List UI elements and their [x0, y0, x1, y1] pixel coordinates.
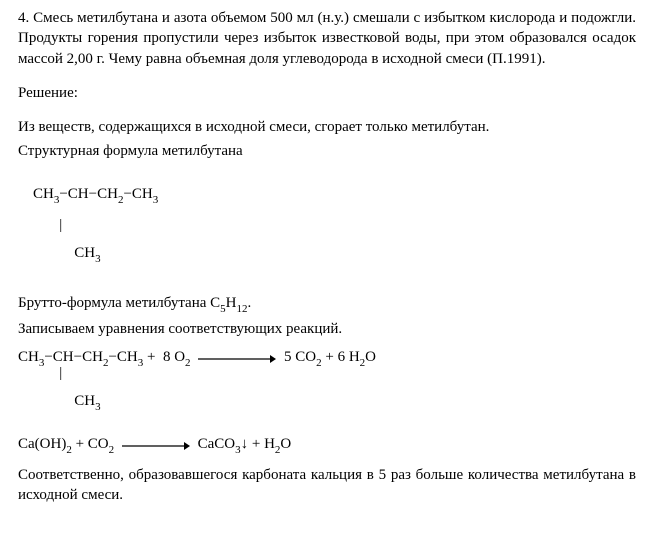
- brutto-sub: 5: [220, 303, 226, 315]
- rxn-sub: 2: [275, 444, 281, 456]
- rxn-sub: 3: [39, 357, 45, 369]
- solution-line-3: Записываем уравнения соответствующих реа…: [18, 319, 636, 339]
- rxn-seg: CH: [33, 393, 95, 409]
- struct-sub: 3: [95, 253, 101, 265]
- rxn-seg: −CH: [108, 349, 137, 365]
- struct-seg: CH: [33, 245, 95, 261]
- struct-sub: 3: [54, 194, 60, 206]
- conclusion: Соответственно, образовавшегося карбонат…: [18, 465, 636, 506]
- reaction-1: CH3−CH−CH2−CH3 + 8 O2 5 CO2 + 6 H2O | CH…: [18, 350, 636, 427]
- precipitate-arrow-icon: ↓: [241, 436, 249, 452]
- rxn-seg: −CH−CH: [44, 349, 103, 365]
- rxn-seg: [114, 436, 118, 452]
- rxn-seg: O: [280, 436, 291, 452]
- rxn-sub: 2: [109, 444, 115, 456]
- struct-sub: 3: [153, 194, 159, 206]
- rxn1-row2: CH3: [18, 379, 636, 427]
- rxn-sub: 2: [316, 357, 322, 369]
- rxn-sub: 2: [185, 357, 191, 369]
- rxn2-right: CaCO3↓ + H2O: [194, 437, 291, 455]
- solution-line-1: Из веществ, содержащихся в исходной смес…: [18, 117, 636, 137]
- rxn-seg: O: [365, 349, 376, 365]
- rxn-seg: 5 CO: [280, 349, 316, 365]
- structural-formula: CH3−CH−CH2−CH3 | CH3: [18, 172, 636, 279]
- rxn-sub: 3: [95, 401, 101, 413]
- rxn-seg: + CO: [72, 436, 109, 452]
- struct-row2: CH3: [18, 231, 636, 279]
- struct-seg: −CH: [123, 186, 152, 202]
- rxn1-right: 5 CO2 + 6 H2O: [280, 350, 376, 368]
- problem-text: Смесь метилбутана и азота объемом 500 мл…: [18, 10, 636, 67]
- brutto-line: Брутто-формула метилбутана C5H12.: [18, 293, 636, 316]
- rxn-seg: + 8 O: [143, 349, 185, 365]
- brutto-mid: H: [226, 295, 237, 311]
- rxn-seg: Ca(OH): [18, 436, 66, 452]
- reaction-2: Ca(OH)2 + CO2 CaCO3↓ + H2O: [18, 437, 636, 455]
- rxn-seg: CaCO: [194, 436, 235, 452]
- struct-seg: CH: [33, 186, 54, 202]
- solution-label: Решение:: [18, 83, 636, 103]
- brutto-suffix: .: [248, 295, 252, 311]
- rxn2-left: Ca(OH)2 + CO2: [18, 437, 118, 455]
- rxn-sub: 2: [103, 357, 109, 369]
- solution-line-2: Структурная формула метилбутана: [18, 141, 636, 161]
- problem-number: 4.: [18, 10, 29, 26]
- rxn-seg: + 6 H: [322, 349, 360, 365]
- rxn-sub: 3: [138, 357, 144, 369]
- reaction-arrow-icon: [122, 441, 190, 451]
- rxn-sub: 3: [235, 444, 241, 456]
- problem-statement: 4. Смесь метилбутана и азота объемом 500…: [18, 8, 636, 69]
- brutto-sub: 12: [237, 303, 248, 315]
- brutto-prefix: Брутто-формула метилбутана C: [18, 295, 220, 311]
- rxn-seg: + H: [248, 436, 275, 452]
- rxn-sub: 2: [66, 444, 72, 456]
- reaction-2-row: Ca(OH)2 + CO2 CaCO3↓ + H2O: [18, 437, 636, 455]
- rxn-seg: CH: [18, 349, 39, 365]
- reaction-arrow-icon: [198, 354, 276, 364]
- struct-seg: −CH−CH: [59, 186, 118, 202]
- struct-sub: 2: [118, 194, 124, 206]
- rxn-sub: 2: [360, 357, 366, 369]
- struct-row1: CH3−CH−CH2−CH3: [18, 172, 636, 220]
- rxn-seg: [191, 349, 195, 365]
